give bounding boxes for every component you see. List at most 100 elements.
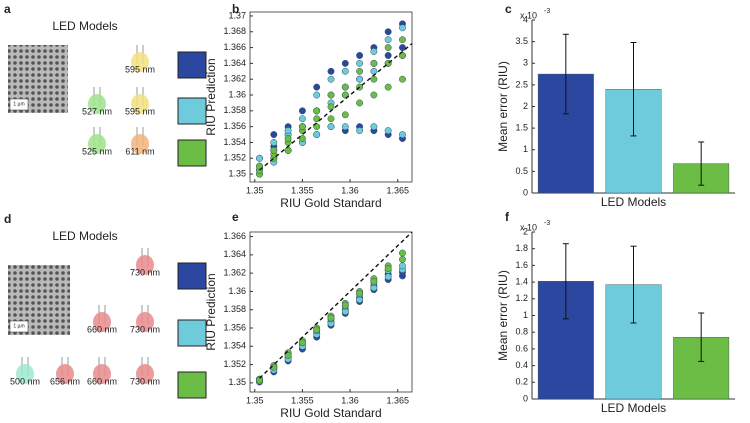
data-point xyxy=(370,277,378,285)
data-point xyxy=(399,131,406,139)
data-point xyxy=(384,28,392,36)
data-point xyxy=(256,376,263,384)
panel-title: LED Models xyxy=(52,229,117,243)
data-point xyxy=(356,75,364,83)
data-point xyxy=(327,67,335,75)
data-point xyxy=(341,67,349,75)
led-bulb xyxy=(88,134,106,154)
y-tick-label: 0.2 xyxy=(515,377,528,387)
x-tick-label: 1.365 xyxy=(386,185,409,195)
data-point xyxy=(341,91,349,99)
data-point xyxy=(298,115,306,123)
led-bulb xyxy=(88,94,106,114)
data-point xyxy=(399,255,406,263)
led-bulb xyxy=(131,134,149,154)
y-tick-label: 2.5 xyxy=(515,79,528,89)
x-tick-label: 1.35 xyxy=(246,395,264,405)
panel-label: f xyxy=(505,210,510,224)
y-tick-label: 1.362 xyxy=(223,74,246,84)
data-point xyxy=(356,67,364,75)
data-point xyxy=(270,131,278,139)
y-tick-label: 2 xyxy=(523,226,528,236)
led-label: 611 nm xyxy=(125,146,154,156)
y-tick-label: 1.354 xyxy=(223,341,246,351)
panel-label: a xyxy=(4,2,11,16)
data-point xyxy=(313,83,321,91)
data-point xyxy=(370,123,378,131)
x-tick-label: 1.36 xyxy=(341,185,359,195)
y-axis-label: RIU Prediction xyxy=(204,58,218,135)
data-point xyxy=(384,265,392,273)
y-tick-label: 3 xyxy=(523,58,528,68)
y-tick-label: 1.35 xyxy=(228,377,246,387)
data-point xyxy=(298,135,306,142)
data-point xyxy=(370,48,378,55)
axis-multiplier: x 10 xyxy=(520,10,537,20)
x-axis-label: RIU Gold Standard xyxy=(280,406,381,420)
y-tick-label: 1 xyxy=(523,144,528,154)
led-bulb xyxy=(93,364,111,384)
led-label: 525 nm xyxy=(82,146,112,156)
x-axis-label: LED Models xyxy=(601,195,666,209)
color-swatch xyxy=(177,51,207,79)
data-point xyxy=(284,135,292,142)
data-point xyxy=(327,314,335,322)
data-point xyxy=(399,272,406,280)
panel-label: d xyxy=(4,212,11,226)
led-label: 730 nm xyxy=(130,324,160,334)
y-tick-label: 1.358 xyxy=(223,304,246,314)
data-point xyxy=(327,103,335,111)
x-tick-label: 1.35 xyxy=(246,185,264,195)
data-point xyxy=(313,91,321,99)
data-point xyxy=(370,91,378,99)
data-point xyxy=(341,301,349,309)
y-tick-label: 1.352 xyxy=(223,153,246,163)
data-point xyxy=(384,273,392,281)
y-tick-label: 1.36 xyxy=(228,89,246,99)
data-point xyxy=(356,127,364,135)
plot-frame xyxy=(249,231,413,393)
data-point xyxy=(284,351,292,359)
y-tick-label: 2 xyxy=(523,101,528,111)
led-label: 730 nm xyxy=(130,267,160,277)
x-axis-label: RIU Gold Standard xyxy=(280,196,381,210)
y-tick-label: 0 xyxy=(523,393,528,403)
y-tick-label: 1.354 xyxy=(223,137,246,147)
data-point xyxy=(313,326,321,334)
led-bulb xyxy=(16,364,34,384)
x-tick-label: 1.355 xyxy=(291,185,314,195)
x-tick-label: 1.355 xyxy=(291,395,314,405)
panel-label: b xyxy=(232,2,239,16)
data-point xyxy=(399,262,406,270)
y-tick-label: 1 xyxy=(523,310,528,320)
y-tick-label: 1.35 xyxy=(228,168,246,178)
data-point xyxy=(270,146,278,154)
data-point xyxy=(341,111,349,119)
data-point xyxy=(370,59,378,67)
color-swatch xyxy=(177,262,207,290)
led-bulb xyxy=(136,255,154,275)
data-point xyxy=(399,24,406,32)
led-bulb xyxy=(93,312,111,332)
data-point xyxy=(284,127,292,135)
axis-exponent: -3 xyxy=(544,8,550,15)
data-point xyxy=(327,123,335,131)
data-point xyxy=(341,59,349,67)
y-tick-label: 4 xyxy=(523,14,528,24)
data-point xyxy=(341,83,349,91)
plot-frame xyxy=(249,11,413,183)
y-tick-label: 1.37 xyxy=(228,10,246,20)
data-point xyxy=(284,146,292,154)
panel-title: LED Models xyxy=(52,19,117,33)
led-label: 730 nm xyxy=(130,376,160,386)
scale-bar-label: 1 µm xyxy=(13,323,24,329)
data-point xyxy=(384,52,392,59)
x-tick-label: 1.36 xyxy=(341,395,359,405)
data-point xyxy=(370,67,378,75)
data-point xyxy=(356,289,364,297)
led-bulb xyxy=(136,364,154,384)
panel-label: c xyxy=(505,2,512,16)
color-swatch xyxy=(177,139,207,167)
data-point xyxy=(399,44,406,52)
y-axis-label: Mean error (RIU) xyxy=(496,270,510,361)
